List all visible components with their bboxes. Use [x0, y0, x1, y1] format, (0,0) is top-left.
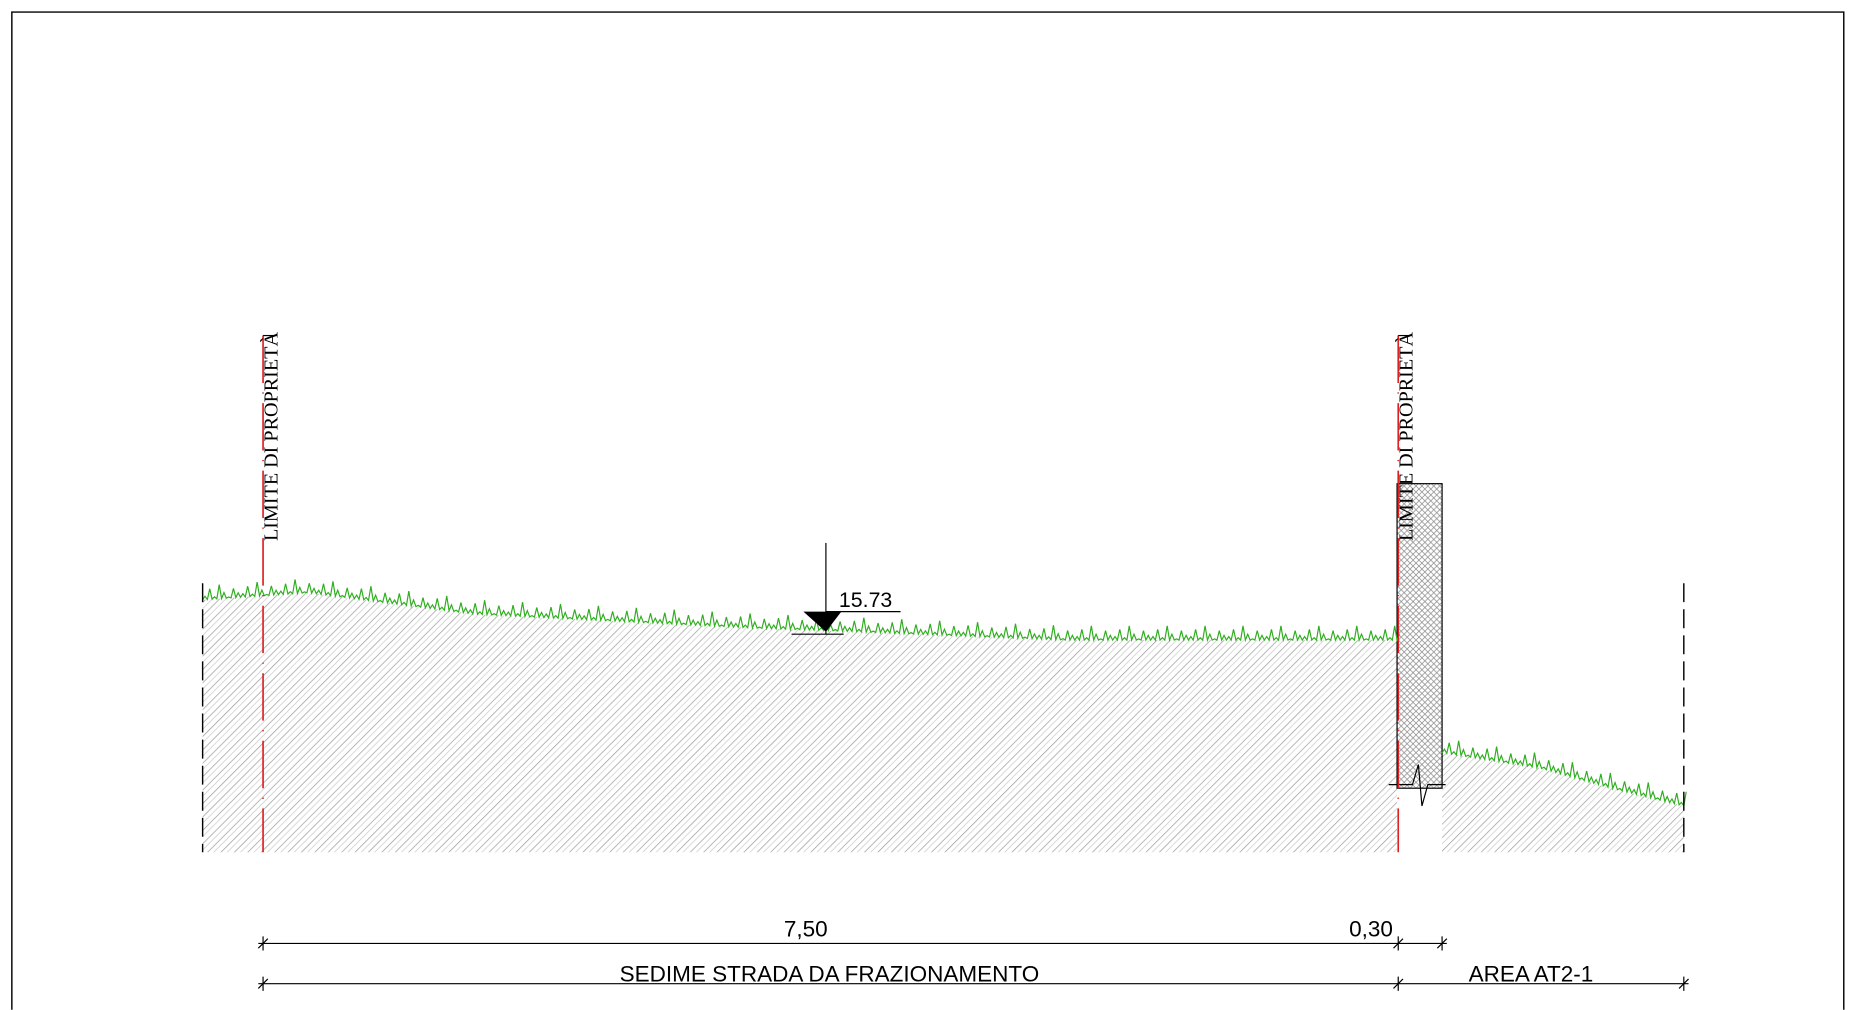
break-symbol: [1388, 764, 1446, 807]
section-limits: [201, 583, 1685, 853]
zone-label: AREA AT2-1: [1469, 961, 1594, 986]
frame: [11, 11, 1845, 1010]
dimension-lines: [257, 936, 1689, 991]
wall: [1396, 483, 1443, 789]
ground: [202, 483, 1687, 853]
property-limit-label: LIMITE DI PROPRIETÀ: [1394, 332, 1417, 542]
zone-label: SEDIME STRADA DA FRAZIONAMENTO: [620, 961, 1040, 986]
dimension-label: 0,30: [1349, 916, 1393, 941]
property-limit-label: LIMITE DI PROPRIETÀ: [259, 332, 282, 542]
property-lines: [262, 335, 1400, 853]
level-label: 15.73: [839, 588, 892, 612]
dimension-label: 7,50: [784, 916, 828, 941]
grass-line: [202, 579, 1400, 643]
grass-line: [1441, 740, 1687, 808]
level-marker: 15.73: [791, 542, 901, 635]
grass: [202, 579, 1687, 808]
